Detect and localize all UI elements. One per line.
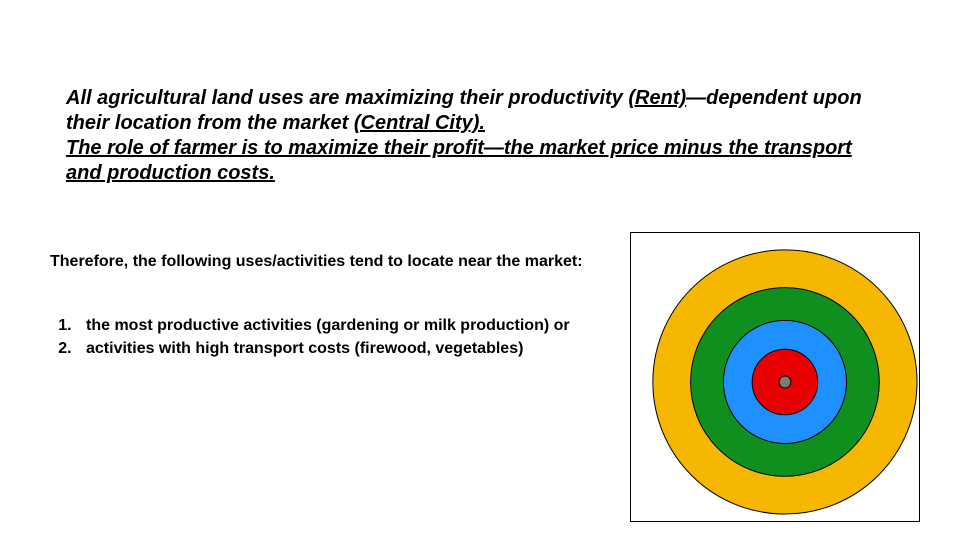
activity-list: the most productive activities (gardenin… <box>50 316 610 362</box>
list-item: activities with high transport costs (fi… <box>76 339 610 360</box>
intro-underline-rent: (Rent) <box>628 87 686 109</box>
therefore-text: Therefore, the following uses/activities… <box>50 252 610 272</box>
intro-underline-farmer: The role of farmer is to maximize their … <box>66 137 852 184</box>
rings-svg <box>631 233 919 521</box>
intro-seg-1: All agricultural land uses are maximizin… <box>66 87 628 109</box>
von-thunen-rings <box>630 232 920 522</box>
intro-underline-city: (Central City). <box>354 112 485 134</box>
list-item: the most productive activities (gardenin… <box>76 316 610 337</box>
ring-4 <box>779 376 791 388</box>
intro-paragraph: All agricultural land uses are maximizin… <box>66 86 886 186</box>
